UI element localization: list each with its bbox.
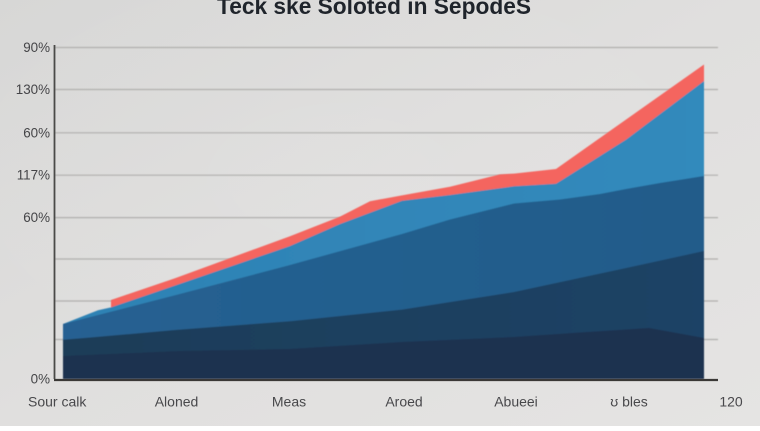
svg-text:90%: 90% <box>23 40 50 55</box>
svg-text:130%: 130% <box>16 82 50 97</box>
svg-text:Meas: Meas <box>272 393 306 409</box>
svg-text:120: 120 <box>719 393 743 409</box>
svg-text:60%: 60% <box>23 125 50 140</box>
svg-text:117%: 117% <box>17 168 50 183</box>
svg-text:Aroed: Aroed <box>385 393 422 409</box>
svg-text:Teck ske Soloted in SepodeS: Teck ske Soloted in SepodeS <box>217 0 531 19</box>
svg-text:0%: 0% <box>31 372 50 387</box>
svg-text:60%: 60% <box>23 210 50 225</box>
svg-text:Aloned: Aloned <box>155 393 199 409</box>
svg-text:Sour calk: Sour calk <box>28 393 87 409</box>
svg-text:ʊ bles: ʊ bles <box>610 393 648 409</box>
svg-text:Abueei: Abueei <box>494 393 538 409</box>
